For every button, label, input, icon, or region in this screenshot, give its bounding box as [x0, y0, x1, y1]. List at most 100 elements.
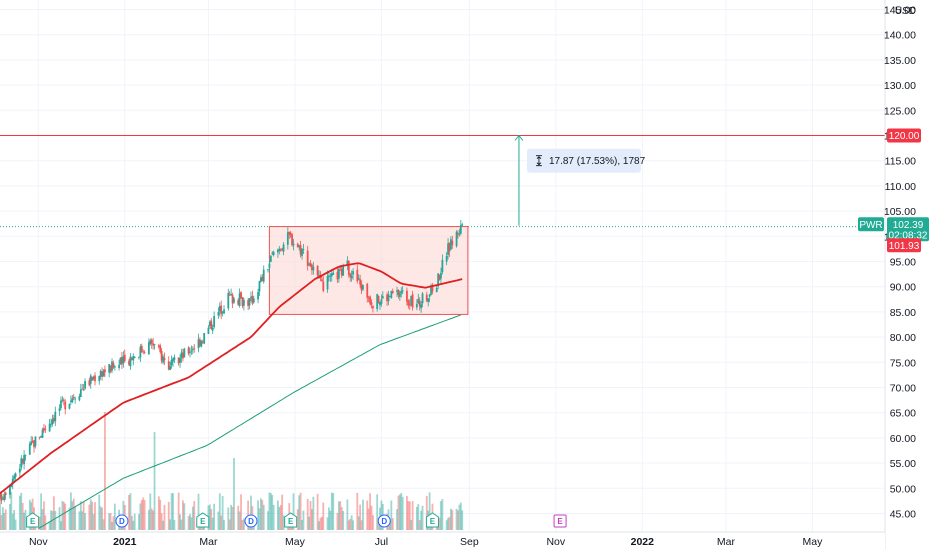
candle-body: [340, 268, 343, 276]
price-tag-120: 120.00: [887, 128, 921, 143]
candle-body: [157, 345, 160, 347]
volume-bar: [369, 493, 371, 530]
candle-body: [231, 294, 234, 304]
candle-body: [197, 339, 200, 349]
volume-bar: [129, 493, 132, 530]
volume-bar: [189, 514, 191, 530]
candle-body: [208, 322, 211, 326]
candle-body: [101, 371, 103, 377]
candle-body: [455, 231, 458, 247]
candle-body: [329, 276, 332, 277]
candle-body: [301, 249, 303, 257]
candle-body: [132, 355, 135, 361]
candle-body: [51, 419, 54, 424]
candle-body: [118, 364, 121, 369]
candle-body: [346, 260, 349, 266]
volume-bar: [259, 498, 262, 530]
candle-body: [71, 398, 74, 403]
event-marker-letter: E: [30, 517, 36, 526]
volume-bar: [89, 499, 92, 530]
volume-bar: [20, 492, 23, 530]
price-axis[interactable]: [885, 0, 932, 532]
candle-body: [448, 242, 451, 252]
candle-body: [292, 243, 295, 246]
volume-bar: [233, 458, 235, 530]
volume-bar: [91, 501, 94, 530]
candle-body: [306, 250, 309, 266]
volume-bar: [318, 521, 320, 530]
candle-body: [356, 269, 359, 282]
candle-body: [28, 443, 31, 455]
candle-body: [20, 458, 23, 468]
candle-body: [336, 271, 339, 280]
candle-body: [387, 294, 390, 302]
volume-bar: [172, 493, 174, 530]
volume-bar: [342, 510, 345, 530]
candle-body: [286, 232, 289, 245]
candle-body: [252, 298, 255, 303]
volume-bar: [191, 506, 194, 530]
last-price-tag: 102.39 02:08:32: [887, 217, 929, 242]
price-range-measure[interactable]: 17.87 (17.53%), 1787: [514, 134, 646, 226]
candle-body: [337, 268, 340, 279]
ma50-line: [0, 262, 463, 495]
candle-body: [370, 302, 373, 305]
currency-label: USD: [895, 6, 916, 17]
candle-body: [79, 389, 82, 397]
candle-body: [332, 272, 335, 275]
candle-body: [272, 252, 275, 256]
volume-bar: [71, 501, 74, 530]
candle-body: [268, 263, 271, 268]
volume-bar: [61, 500, 64, 530]
volume-bar: [230, 504, 233, 530]
volume-bar: [150, 508, 153, 530]
candle-body: [391, 291, 394, 294]
candle-body: [163, 357, 166, 360]
candle-body: [167, 361, 170, 370]
volume-bar: [420, 510, 423, 530]
volume-bar: [190, 517, 193, 530]
candle-body: [177, 357, 180, 364]
candle-body: [389, 296, 391, 298]
candle-body: [170, 359, 173, 366]
volume-bar: [11, 513, 14, 530]
volume-bar: [3, 512, 6, 530]
dividend-marker-icon: [115, 514, 129, 528]
candle-body: [240, 292, 242, 299]
candle-body: [111, 361, 113, 371]
candle-body: [133, 356, 136, 358]
volume-bar: [69, 492, 72, 530]
ma200-line: [38, 314, 461, 530]
volume-bar: [271, 494, 274, 530]
candle-body: [113, 366, 116, 368]
y-tick-label: 60.00: [890, 433, 916, 445]
volume-bar: [104, 412, 106, 530]
y-tick-label: 135.00: [884, 55, 916, 67]
volume-bar: [62, 501, 65, 530]
x-tick-label: Mar: [199, 536, 218, 548]
volume-bar: [398, 494, 401, 530]
candle-body: [308, 264, 311, 266]
volume-bar: [128, 495, 130, 530]
volume-bar: [160, 513, 163, 530]
volume-bar: [269, 493, 272, 530]
time-axis[interactable]: [0, 532, 885, 550]
candle-body: [162, 356, 164, 363]
candle-body: [377, 295, 380, 304]
volume-bar: [213, 503, 216, 530]
candle-body: [342, 265, 345, 276]
volume-bar: [84, 513, 86, 530]
earnings-marker-icon: [26, 512, 40, 528]
y-tick-label: 95.00: [890, 257, 916, 269]
volume-bar: [220, 515, 223, 530]
candle-body: [68, 404, 71, 409]
volume-bar: [238, 511, 241, 530]
volume-bar: [261, 500, 264, 530]
volume-bar: [40, 493, 43, 530]
candle-body: [31, 441, 34, 443]
y-tick-label: 145.00: [884, 5, 916, 17]
y-tick-label: 55.00: [890, 458, 916, 470]
candle-body: [221, 312, 224, 313]
candle-body: [406, 290, 408, 302]
